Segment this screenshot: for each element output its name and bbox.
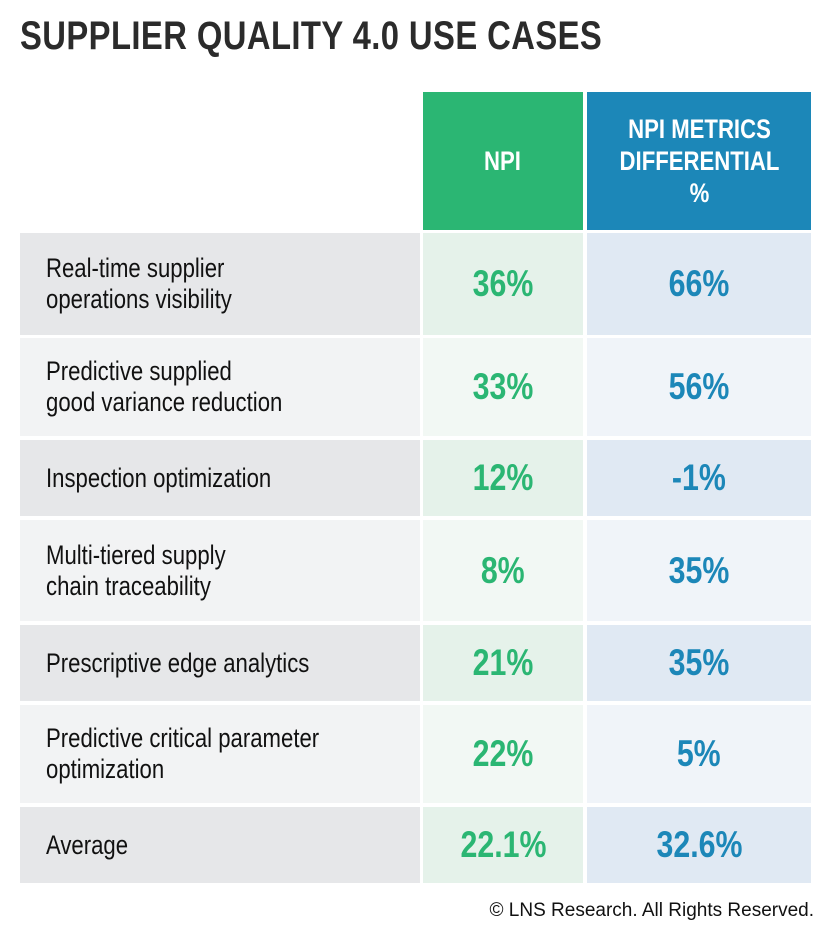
npi-value: 8%: [481, 549, 525, 591]
npi-value-cell: 36%: [423, 233, 583, 335]
differential-value-cell: 35%: [587, 520, 811, 621]
row-label: Inspection optimization: [20, 440, 420, 516]
npi-value-cell: 8%: [423, 520, 583, 621]
npi-value: 36%: [472, 263, 534, 304]
row-label: Predictive supplied good variance reducti…: [20, 338, 420, 436]
npi-value-cell: 12%: [423, 440, 583, 516]
npi-value: 22%: [472, 733, 534, 774]
npi-value: 12%: [472, 457, 534, 498]
row-label-line: Inspection optimization: [46, 462, 272, 493]
differential-value: 35%: [668, 642, 730, 683]
differential-value-cell: 35%: [587, 625, 811, 701]
npi-value-cell: 33%: [423, 338, 583, 436]
row-label-line: good variance reduction: [46, 387, 283, 417]
row-label: Predictive critical parameter optimizatio…: [20, 705, 420, 803]
differential-value: 5%: [677, 733, 721, 774]
differential-value: 32.6%: [655, 824, 743, 865]
row-label-line: Predictive supplied: [46, 356, 232, 386]
differential-value: -1%: [672, 457, 726, 498]
differential-value-cell: 66%: [587, 233, 811, 335]
row-label-line: operations visibility: [46, 284, 232, 314]
row-label: Multi-tiered supply chain traceability: [20, 520, 420, 621]
row-label-line: optimization: [46, 754, 165, 784]
differential-value: 66%: [668, 263, 730, 304]
row-label-line: chain traceability: [46, 570, 211, 601]
differential-value-cell: 56%: [587, 338, 811, 436]
npi-value: 33%: [472, 366, 534, 407]
row-label-line: Predictive critical parameter: [46, 723, 320, 753]
npi-value: 22.1%: [459, 824, 547, 865]
differential-value-cell: 32.6%: [587, 807, 811, 883]
row-label: Average: [20, 807, 420, 883]
npi-value-cell: 21%: [423, 625, 583, 701]
row-label: Prescriptive edge analytics: [20, 625, 420, 701]
npi-value: 21%: [472, 642, 534, 683]
row-label-line: Prescriptive edge analytics: [46, 647, 310, 678]
row-label: Real-time supplier operations visibility: [20, 233, 420, 335]
row-label-line: Multi-tiered supply: [46, 539, 226, 570]
copyright-footer: © LNS Research. All Rights Reserved.: [489, 900, 814, 921]
row-label-line: Real-time supplier: [46, 253, 225, 283]
npi-value-cell: 22.1%: [423, 807, 583, 883]
differential-value: 35%: [668, 549, 730, 591]
column-header-npi: NPI: [423, 92, 583, 230]
differential-value: 56%: [668, 366, 730, 407]
differential-value-cell: -1%: [587, 440, 811, 516]
column-header-npi-metrics-differential: NPI METRICS DIFFERENTIAL %: [587, 92, 811, 230]
differential-value-cell: 5%: [587, 705, 811, 803]
page-title: SUPPLIER QUALITY 4.0 USE CASES: [20, 14, 603, 58]
npi-value-cell: 22%: [423, 705, 583, 803]
row-label-line: Average: [46, 829, 129, 860]
